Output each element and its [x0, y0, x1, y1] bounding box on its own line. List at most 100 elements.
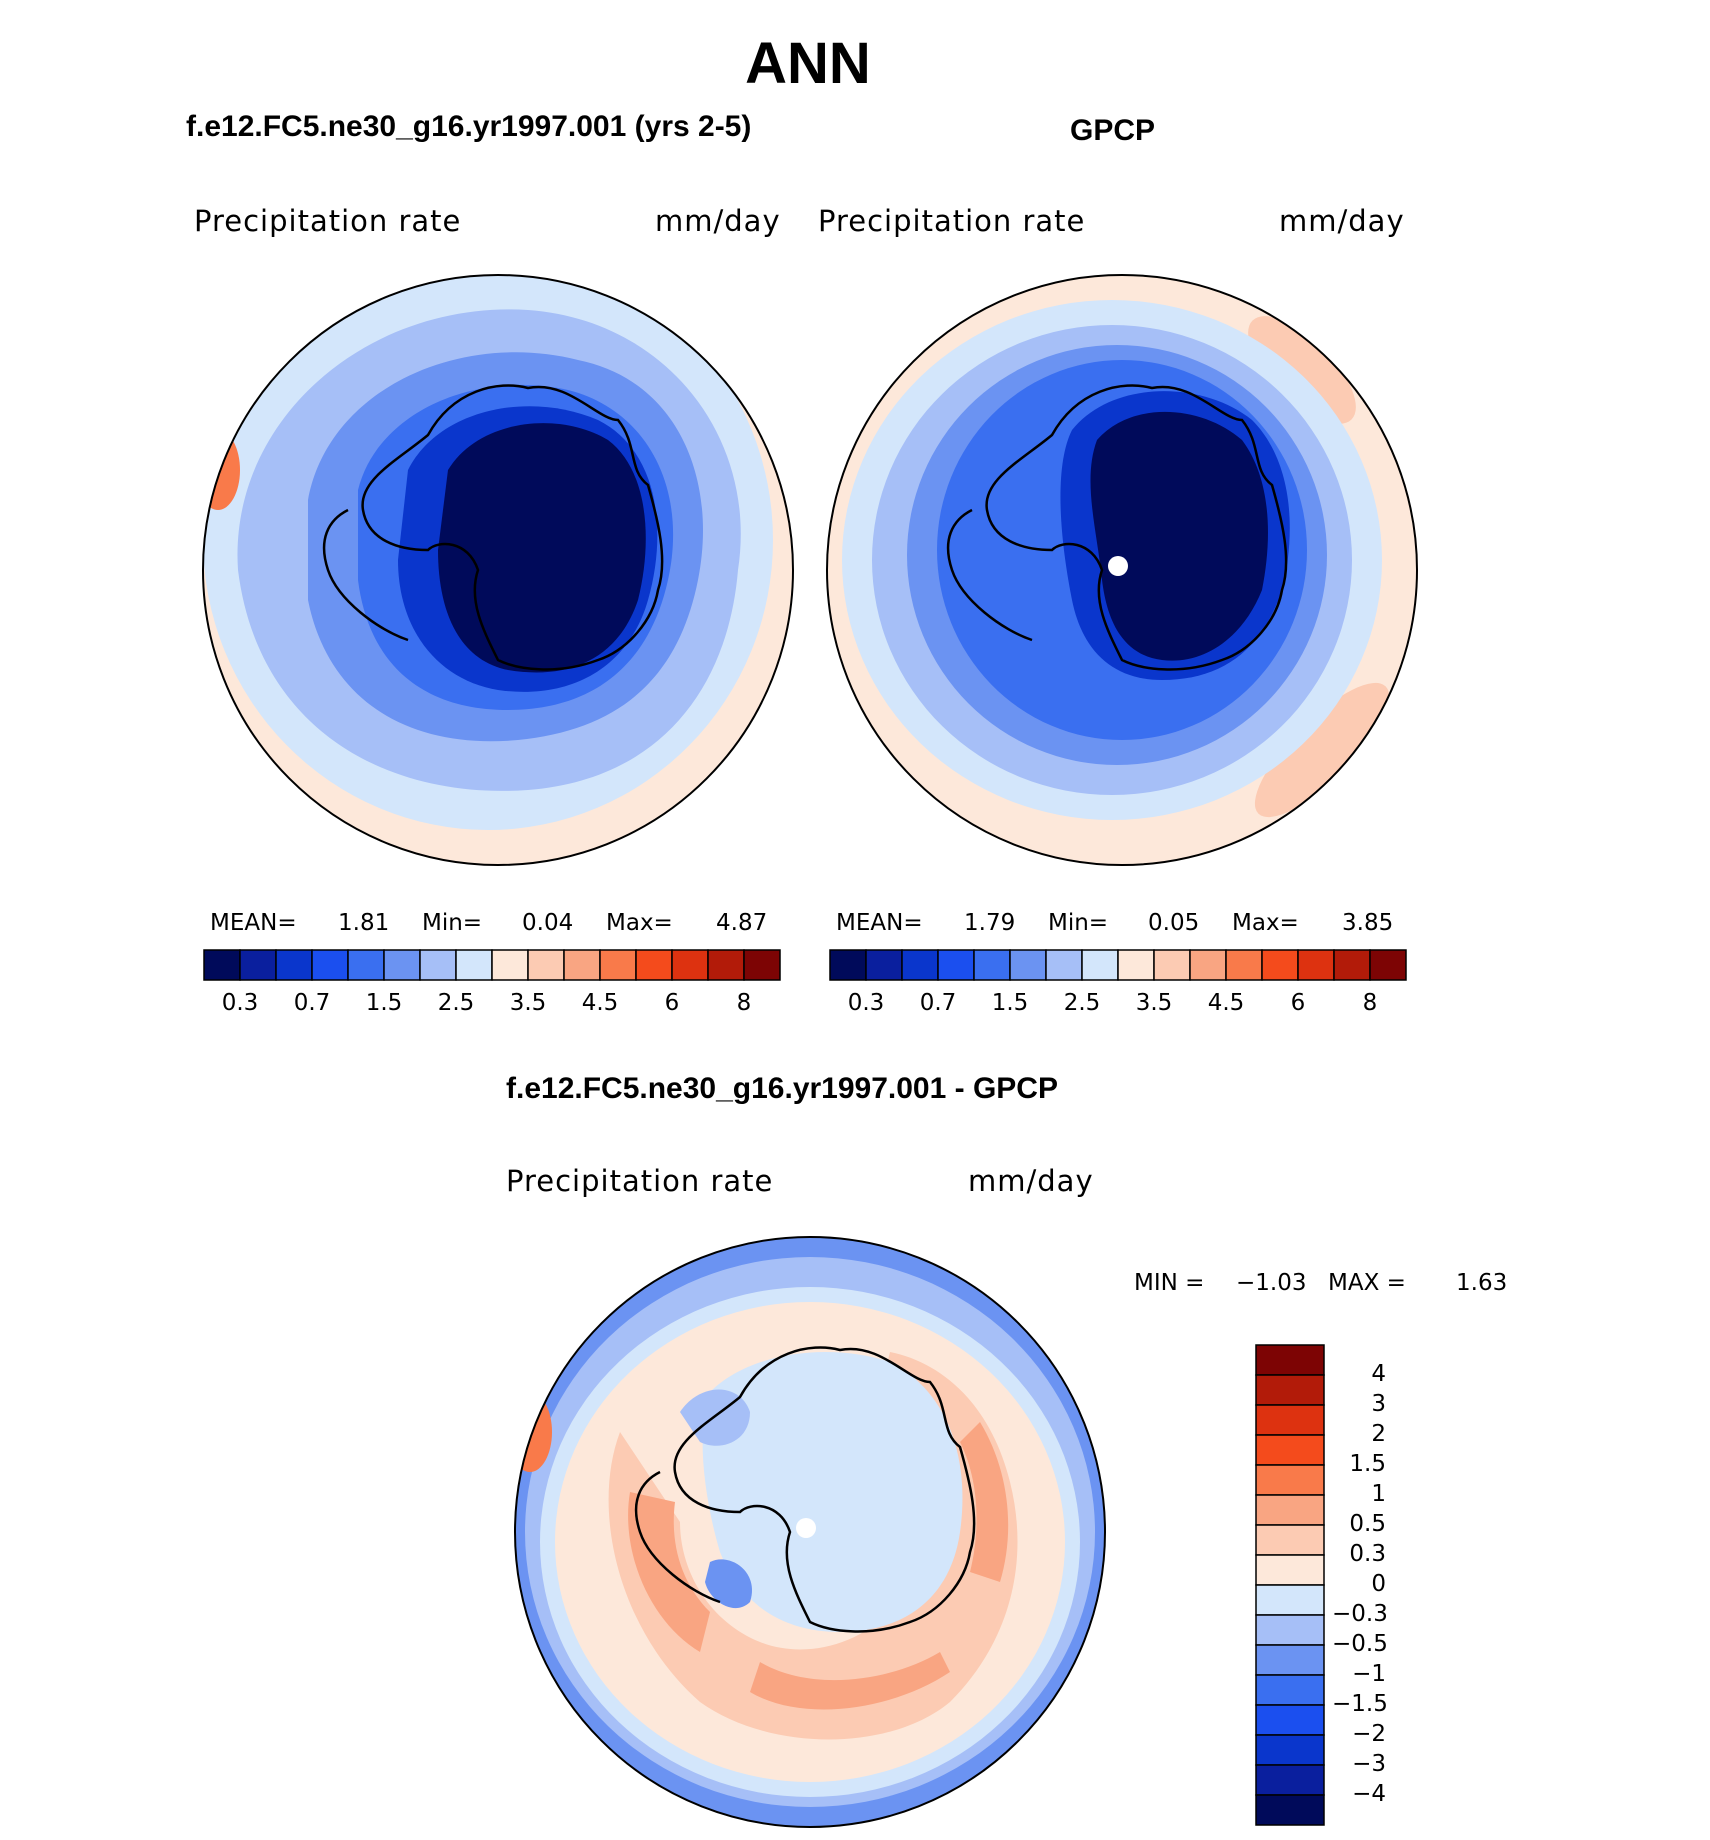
panel1-title: f.e12.FC5.ne30_g16.yr1997.001 (yrs 2-5) [186, 110, 752, 143]
colorbar-tick-label: 2.5 [437, 990, 475, 1016]
colorbar-box [275, 949, 313, 981]
panel2-max-value: 3.85 [1342, 910, 1394, 936]
colorbar-box [347, 949, 385, 981]
colorbar-tick-label: 1 [1371, 1481, 1386, 1507]
colorbar-box [383, 949, 421, 981]
colorbar-tick-label: 6 [1290, 990, 1306, 1016]
colorbar-tick-label: 3.5 [509, 990, 547, 1016]
colorbar-box [635, 949, 673, 981]
colorbar-tick-label: 0.7 [919, 990, 957, 1016]
colorbar-tick-label: −4 [1352, 1781, 1386, 1807]
panel2-mean-label: MEAN= [836, 910, 923, 936]
colorbar-box [1261, 949, 1299, 981]
panel2-units: mm/day [1279, 204, 1405, 238]
colorbar-box [1255, 1494, 1325, 1526]
panel1-map [202, 274, 794, 866]
map3-fill-warm-spot [515, 1392, 552, 1472]
colorbar-box [1255, 1434, 1325, 1466]
map2-fill-warm-ne [1248, 316, 1356, 424]
colorbar-box [527, 949, 565, 981]
colorbar-tick-label: 4.5 [581, 990, 619, 1016]
colorbar-tick-label: 1.5 [1349, 1451, 1386, 1477]
colorbar-box [865, 949, 903, 981]
colorbar-tick-label: 2.5 [1063, 990, 1101, 1016]
colorbar-box [1255, 1674, 1325, 1706]
panel1-units: mm/day [655, 204, 781, 238]
colorbar-box [973, 949, 1011, 981]
map3-fill-cool-patch2 [705, 1559, 752, 1609]
colorbar-box [311, 949, 349, 981]
map2-fill-warm-se [1254, 682, 1390, 818]
colorbar-tick-label: −2 [1352, 1721, 1386, 1747]
colorbar-box [239, 949, 277, 981]
map3-fill-interior [702, 1352, 963, 1632]
colorbar-box [1297, 949, 1335, 981]
colorbar-box [1255, 1344, 1325, 1376]
panel3-title: f.e12.FC5.ne30_g16.yr1997.001 - GPCP [506, 1072, 1058, 1105]
colorbar-tick-label: 1.5 [365, 990, 403, 1016]
colorbar-tick-label: 8 [736, 990, 752, 1016]
colorbar-box [1009, 949, 1047, 981]
colorbar-box [829, 949, 867, 981]
panel2-left-label: Precipitation rate [818, 204, 1086, 238]
colorbar-box [1255, 1404, 1325, 1436]
panel1-max-value: 4.87 [716, 910, 768, 936]
panel3-max-label: MAX = [1328, 1270, 1406, 1296]
colorbar-tick-label: 0.7 [293, 990, 331, 1016]
panel2-title: GPCP [1070, 114, 1156, 147]
colorbar-box [1255, 1464, 1325, 1496]
panel3-min-value: −1.03 [1236, 1270, 1307, 1296]
map1-fill-core [438, 423, 646, 673]
colorbar-tick-label: 0.5 [1349, 1511, 1386, 1537]
panel1-left-label: Precipitation rate [194, 204, 462, 238]
colorbar-box [671, 949, 709, 981]
colorbar-box [1189, 949, 1227, 981]
panel1-min-label: Min= [422, 910, 483, 936]
colorbar-box [1255, 1584, 1325, 1616]
main-title: ANN [745, 31, 871, 96]
colorbar-box [563, 949, 601, 981]
colorbar-box [1117, 949, 1155, 981]
colorbar-tick-label: 0.3 [847, 990, 885, 1016]
colorbar-tick-label: 0.3 [1349, 1541, 1386, 1567]
panel2-colorbar [829, 949, 1407, 981]
colorbar-box [599, 949, 637, 981]
colorbar-tick-label: 1.5 [991, 990, 1029, 1016]
panel1-min-value: 0.04 [522, 910, 574, 936]
colorbar-box [1255, 1554, 1325, 1586]
panel2-map [826, 274, 1418, 866]
panel3-map [514, 1236, 1106, 1828]
colorbar-box [1255, 1734, 1325, 1766]
colorbar-box [1045, 949, 1083, 981]
colorbar-box [491, 949, 529, 981]
colorbar-tick-label: 4 [1371, 1361, 1386, 1387]
colorbar-box [901, 949, 939, 981]
colorbar-tick-label: 2 [1371, 1421, 1386, 1447]
panel3-min-label: MIN = [1134, 1270, 1205, 1296]
map3-border [514, 1236, 1106, 1828]
colorbar-box [1369, 949, 1407, 981]
colorbar-box [1255, 1524, 1325, 1556]
colorbar-box [707, 949, 745, 981]
colorbar-box [1153, 949, 1191, 981]
map2-pole-hole [1108, 556, 1128, 576]
colorbar-tick-label: −1.5 [1332, 1691, 1388, 1717]
colorbar-box [1333, 949, 1371, 981]
panel1-colorbar [203, 949, 781, 981]
colorbar-box [203, 949, 241, 981]
colorbar-box [455, 949, 493, 981]
colorbar-box [743, 949, 781, 981]
panel2-mean-value: 1.79 [964, 910, 1016, 936]
colorbar-tick-label: 4.5 [1207, 990, 1245, 1016]
map2-border [826, 274, 1418, 866]
panel1-mean-label: MEAN= [210, 910, 297, 936]
colorbar-tick-label: 8 [1362, 990, 1378, 1016]
panel3-colorbar [1255, 1344, 1325, 1826]
panel2-min-value: 0.05 [1148, 910, 1200, 936]
colorbar-box [1255, 1644, 1325, 1676]
map2-coastline [946, 384, 1288, 671]
panel2-max-label: Max= [1232, 910, 1299, 936]
colorbar-box [1255, 1374, 1325, 1406]
colorbar-box [1255, 1794, 1325, 1826]
colorbar-tick-label: −0.3 [1332, 1601, 1388, 1627]
